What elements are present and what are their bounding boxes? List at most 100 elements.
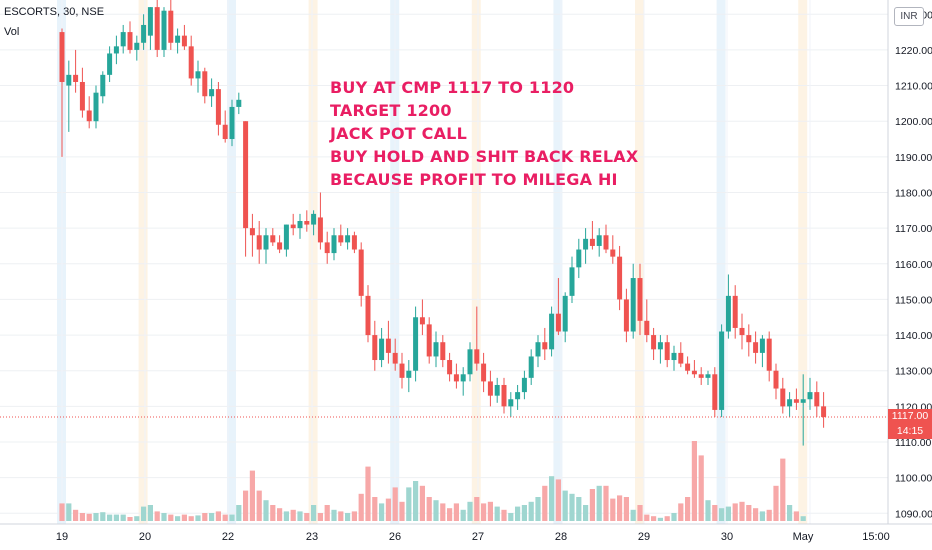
time-axis-ticks[interactable]: 19 20 22 23 26 27 28 29 30 May 15:00	[56, 531, 890, 543]
candle-body	[610, 249, 616, 257]
candle-body	[392, 352, 398, 364]
candle-body	[664, 342, 670, 361]
trade-call-annotation[interactable]: BUY AT CMP 1117 TO 1120 TARGET 1200 JACK P…	[330, 76, 638, 191]
candle-body	[800, 399, 806, 403]
volume-bar	[413, 481, 419, 521]
plot-background	[0, 0, 888, 524]
candle-body	[154, 7, 160, 50]
session-band	[553, 0, 563, 524]
currency-badge[interactable]: INR	[894, 7, 924, 26]
candle-body	[678, 352, 684, 364]
candle-body	[100, 74, 106, 97]
volume-bar	[685, 497, 691, 521]
candle-body	[630, 278, 636, 332]
candle-body	[589, 238, 595, 246]
candle-body	[447, 360, 453, 375]
volume-bar	[236, 505, 242, 521]
candle-body	[766, 338, 772, 371]
volume-bar	[304, 513, 310, 521]
volume-bar	[712, 505, 718, 521]
candle-body	[270, 235, 276, 243]
volume-bar	[637, 505, 643, 521]
volume-bar	[277, 508, 283, 521]
volume-bar	[243, 490, 249, 521]
candle-body	[596, 235, 602, 246]
candle-body	[372, 335, 378, 361]
volume-bar	[379, 503, 385, 521]
candle-body	[481, 363, 487, 382]
session-band	[227, 0, 236, 524]
volume-bar	[188, 516, 194, 521]
candle-body	[317, 217, 323, 243]
volume-bar	[256, 490, 262, 521]
candle-body	[406, 370, 412, 378]
candle-body	[249, 228, 255, 236]
time-tick-label: 28	[555, 531, 567, 543]
session-band	[798, 0, 808, 524]
volume-bar	[426, 497, 432, 521]
candle-body	[331, 235, 337, 254]
grid-lines	[0, 0, 888, 524]
candle-body	[780, 388, 786, 407]
candle-body	[127, 32, 133, 50]
session-band	[716, 0, 726, 524]
volume-bar	[147, 505, 153, 521]
price-tick-label: 1190.00	[895, 152, 932, 164]
candle-body	[141, 24, 147, 43]
candle-body	[277, 242, 283, 250]
volume-bar	[195, 515, 201, 521]
candle-body	[107, 53, 113, 75]
volume-bar	[331, 509, 337, 521]
candle-body	[290, 224, 296, 229]
volume-bar	[59, 503, 65, 521]
last-price-label: 1117.00 14:15	[888, 409, 932, 439]
candle-body	[705, 374, 711, 378]
volume-bar	[283, 511, 289, 521]
volume-legend[interactable]: Vol	[4, 26, 20, 38]
session-band	[138, 0, 148, 524]
price-tick-label: 1210.00	[895, 81, 932, 93]
volume-bar	[481, 503, 487, 521]
volume-bar	[705, 500, 711, 521]
candle-body	[365, 295, 371, 336]
volume-bar	[399, 501, 405, 521]
volume-bar	[528, 501, 534, 521]
candle-body	[814, 392, 820, 407]
price-tick-label: 1150.00	[895, 294, 932, 306]
volume-bar	[780, 458, 786, 521]
candle-body	[759, 338, 765, 353]
candle-body	[93, 92, 99, 122]
annotation-line: TARGET 1200	[330, 101, 452, 120]
candle-body	[746, 335, 752, 343]
volume-bar	[759, 511, 765, 521]
volume-bar	[460, 509, 466, 521]
time-tick-label: 26	[389, 531, 401, 543]
candle-body	[188, 46, 194, 79]
volume-bar	[576, 497, 582, 521]
price-tick-label: 1200.00	[895, 116, 932, 128]
candle-body	[528, 356, 534, 378]
volume-bar	[372, 497, 378, 521]
price-tick-label: 1100.00	[895, 473, 932, 485]
volume-bar	[678, 503, 684, 521]
candle-body	[351, 235, 357, 250]
volume-bar	[168, 514, 174, 521]
price-tick-label: 1160.00	[895, 259, 932, 271]
time-tick-label: 15:00	[862, 531, 890, 543]
candle-body	[175, 35, 181, 43]
time-tick-label: 22	[222, 531, 234, 543]
candle-body	[569, 267, 575, 296]
volume-bar	[202, 513, 208, 521]
volume-bar	[175, 516, 181, 521]
price-tick-label: 1110.00	[895, 437, 932, 449]
volume-bar	[549, 476, 555, 521]
volume-bar	[596, 485, 602, 521]
time-tick-label: 27	[472, 531, 484, 543]
volume-bar	[385, 498, 391, 521]
symbol-legend[interactable]: ESCORTS, 30, NSE	[4, 6, 105, 18]
time-tick-label: 29	[638, 531, 650, 543]
volume-bar	[746, 505, 752, 521]
volume-bar	[691, 441, 697, 521]
volume-bar	[753, 508, 759, 521]
